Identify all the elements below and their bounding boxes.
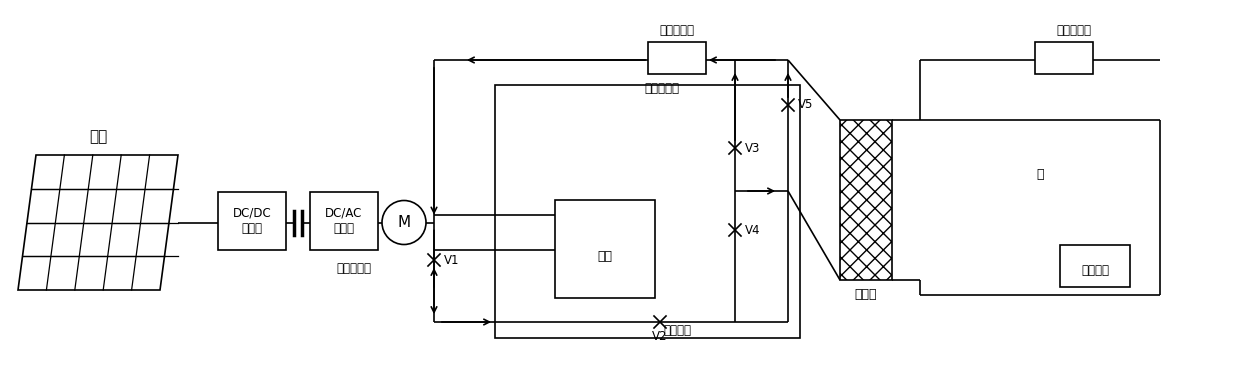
Text: V1: V1 — [444, 254, 460, 266]
Bar — [310, 192, 378, 250]
Text: 空调机房: 空调机房 — [663, 323, 692, 336]
Text: 光伏: 光伏 — [89, 130, 107, 145]
Bar — [556, 200, 655, 298]
Text: 第二冷冻泵: 第二冷冻泵 — [1056, 24, 1091, 36]
Bar — [1060, 245, 1130, 287]
Text: 换热板: 换热板 — [854, 287, 877, 301]
Circle shape — [382, 201, 427, 244]
Bar — [218, 192, 286, 250]
Bar — [495, 85, 800, 338]
Bar — [1035, 42, 1092, 74]
Text: 水: 水 — [1037, 169, 1044, 181]
Text: DC/AC
变换器: DC/AC 变换器 — [325, 207, 362, 235]
Bar — [839, 120, 892, 280]
Bar — [649, 42, 706, 74]
Text: M: M — [398, 215, 410, 230]
Text: V5: V5 — [799, 99, 813, 112]
Text: DC/DC
变换器: DC/DC 变换器 — [233, 207, 272, 235]
Text: 供冷末端: 供冷末端 — [1081, 265, 1109, 277]
Text: 双工况机组: 双工况机组 — [336, 262, 372, 275]
Text: V2: V2 — [652, 329, 668, 343]
Text: 第一冷冻泵: 第一冷冻泵 — [660, 24, 694, 36]
Polygon shape — [19, 155, 179, 290]
Text: 乙二醇溶液: 乙二醇溶液 — [645, 81, 680, 95]
Text: V3: V3 — [745, 142, 760, 155]
Text: 冰桶: 冰桶 — [598, 251, 613, 263]
Text: V4: V4 — [745, 223, 760, 237]
